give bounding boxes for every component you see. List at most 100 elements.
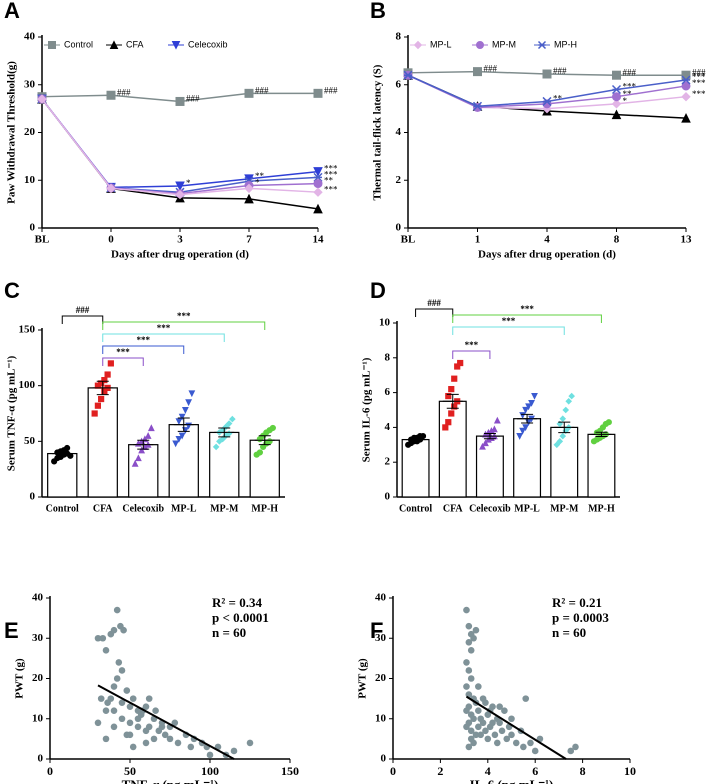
marker [225,420,233,427]
point [126,719,134,727]
marker [269,424,276,432]
error-bar [442,393,463,409]
marker [138,446,146,454]
point [110,683,118,690]
legend-label: CFA [126,39,144,49]
panel-letter: F [370,618,383,643]
comparison-bracket [452,350,491,359]
marker [448,386,455,393]
bar [249,439,280,498]
point [496,703,503,710]
marker [244,183,254,194]
point [110,723,118,731]
legend-label: MP-H [554,39,577,49]
significance: *** [692,78,706,88]
marker [106,183,116,194]
y-tick-label: 40 [24,31,36,43]
marker [419,433,427,440]
x-tick-label: 3 [177,234,183,246]
x-tick-label: 6 [532,764,538,778]
bar [168,424,199,498]
marker [313,187,323,197]
x-tick-label: 2 [437,764,443,778]
comparison-bracket [102,345,185,354]
error-bar [133,439,154,450]
panel-letter: E [4,618,19,643]
point [152,707,159,714]
point [99,634,107,642]
marker [681,75,691,85]
point [496,719,503,727]
marker [175,189,185,200]
legend-label: Celecoxib [188,39,228,49]
point [463,707,470,714]
significance: ** [553,94,563,104]
y-axis-label: Serum TNF-α (pg mL⁻¹) [6,355,18,471]
error-bar [92,380,113,396]
y-tick-label: 50 [24,435,36,447]
point [134,723,142,731]
point [174,739,182,747]
point [142,703,150,710]
significance: ** [255,171,265,181]
marker [178,413,186,421]
point [475,683,482,690]
y-tick-label: 40 [375,592,387,604]
x-tick-label: 50 [124,764,136,778]
series-line [41,98,319,189]
y-tick-label: 20 [24,126,36,138]
marker [448,410,455,417]
marker [313,179,323,189]
point [113,606,121,614]
marker [37,94,47,104]
marker [681,113,691,123]
point [142,739,150,747]
point [531,747,539,755]
marker [611,99,622,109]
marker [313,203,323,214]
significance: * [623,96,628,106]
y-tick-label: 0 [30,491,36,503]
x-tick-label: 13 [681,234,693,246]
marker [542,96,552,106]
point [123,731,131,739]
x-axis-label: IL-6 (pg mL⁻¹) [470,777,554,784]
x-tick-label: 14 [313,234,325,246]
legend-label: MP-L [430,39,452,49]
error-bar [479,432,500,440]
marker [175,181,185,192]
marker [490,425,498,433]
point [463,606,470,614]
y-axis-label: Serum IL-6 (pg mL⁻¹) [361,357,373,462]
point [187,743,195,751]
marker [229,415,236,423]
comparison-label: *** [177,311,191,321]
y-tick-label: 10 [24,174,36,186]
y-tick-label: 6 [396,78,402,90]
y-axis-label: PWT (g) [14,658,26,699]
marker [445,392,452,400]
significance: *** [324,164,338,174]
point [479,695,487,702]
marker [106,90,116,100]
marker [479,442,486,450]
marker [611,84,622,95]
marker [565,397,573,405]
y-tick-label: 0 [30,222,36,234]
point [102,647,110,654]
point [150,735,158,743]
marker [482,439,489,447]
point [479,719,487,727]
y-tick-label: 10 [379,317,391,329]
marker [134,454,142,462]
fit-line [465,695,567,760]
marker [175,418,183,426]
point [465,667,473,674]
comparison-label: *** [157,323,171,333]
error-bar [214,427,235,438]
point [470,634,477,642]
x-tick-label: CFA [443,503,464,514]
point [467,647,475,654]
annotation: n = 60 [552,625,586,640]
